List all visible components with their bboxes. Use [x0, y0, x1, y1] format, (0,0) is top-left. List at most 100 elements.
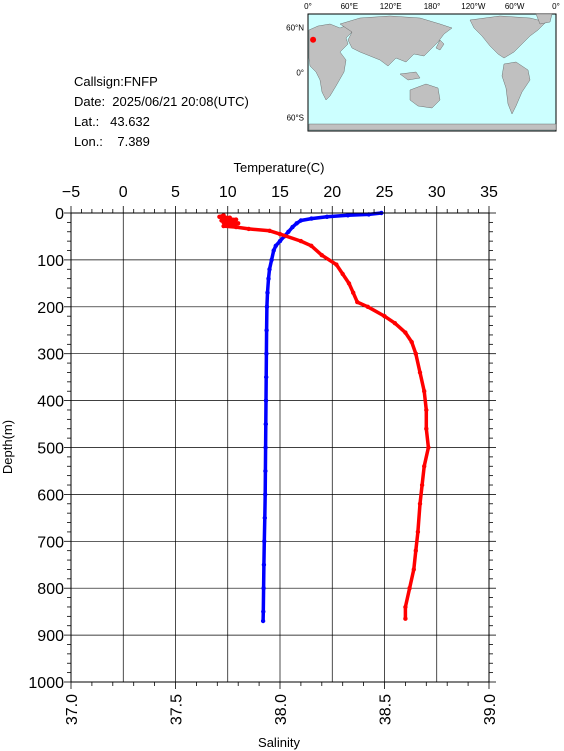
salinity-tick-label: 37.0: [64, 694, 81, 725]
series-0-point: [271, 248, 276, 253]
series-1-point: [277, 231, 283, 237]
salinity-tick-label: 38.5: [378, 694, 395, 725]
series-1-point: [422, 464, 427, 469]
map-lon-label: 0°: [304, 2, 312, 11]
map-lat-label: 60°N: [286, 24, 304, 33]
salinity-tick-label: 37.5: [169, 694, 186, 725]
series-1-point: [413, 548, 418, 553]
map-lat-label: 0°: [296, 69, 304, 78]
series-0-point: [298, 218, 304, 223]
series-1-point: [225, 222, 230, 227]
series-line-0: [261, 211, 384, 623]
series-1-point: [221, 220, 226, 225]
series-0-point: [345, 213, 351, 218]
series-0-point: [267, 267, 272, 272]
depth-tick-label: 200: [37, 300, 64, 317]
series-1-point: [365, 304, 370, 309]
series-1-point: [267, 228, 272, 233]
series-1-point: [221, 223, 226, 229]
temperature-tick-label: 10: [219, 184, 237, 201]
series-1-point: [223, 216, 228, 221]
series-0-point: [264, 304, 270, 309]
series-1-point: [417, 501, 423, 506]
temperature-tick-label: 30: [428, 184, 446, 201]
temperature-tick-label: 0: [119, 184, 128, 201]
salinity-tick-label: 39.0: [482, 694, 499, 725]
map-lon-label: 120°W: [461, 2, 486, 11]
series-1-point: [217, 214, 222, 219]
series-1-point: [424, 407, 429, 413]
series-1-point: [221, 213, 226, 218]
series-0-point: [261, 609, 266, 614]
map-lon-label: 60°W: [505, 2, 525, 11]
temperature-tick-label: 5: [171, 184, 180, 201]
series-0-point: [277, 238, 283, 244]
series-1-point: [409, 339, 414, 345]
depth-axis-label: Depth(m): [0, 420, 15, 474]
series-1-point: [403, 330, 408, 335]
series-0-point: [263, 492, 268, 497]
location-marker: [310, 36, 317, 43]
series-0-point: [290, 224, 295, 230]
series-1-point: [334, 262, 339, 267]
series-line-1: [217, 213, 431, 621]
map-lon-label: 60°E: [341, 2, 358, 11]
series-0-point: [264, 328, 269, 333]
series-0-point: [262, 515, 267, 521]
data-series: [217, 210, 431, 624]
depth-tick-label: 100: [37, 253, 64, 270]
map-lat-label: 60°S: [287, 114, 304, 123]
temperature-tick-label: 15: [271, 184, 289, 201]
map-lon-label: 180°: [424, 2, 441, 11]
location-map: 0° 60°E 120°E 180° 120°W 60°W 0° 60°N 0° 60°S: [286, 2, 560, 132]
series-0-point: [261, 562, 267, 567]
series-0-point: [261, 586, 266, 591]
latitude-text: Lat.: 43.632: [74, 114, 150, 129]
salinity-axis-label: Salinity: [258, 735, 300, 750]
series-1-point: [422, 389, 427, 394]
map-lon-label: 0°: [552, 2, 560, 11]
series-0-point: [273, 243, 278, 248]
series-0-point: [263, 421, 268, 427]
series-1-point: [233, 224, 239, 230]
map-land: [308, 13, 557, 131]
series-1-point: [309, 243, 314, 248]
series-1-point: [340, 271, 345, 277]
salinity-tick-labels: 37.0 37.5 38.0 38.5 39.0: [64, 694, 499, 725]
series-1-point: [424, 426, 429, 431]
series-1-point: [403, 616, 408, 621]
series-1-point: [403, 604, 408, 610]
series-0-point: [264, 351, 269, 356]
depth-tick-label: 400: [37, 394, 64, 411]
temperature-tick-label: 20: [323, 184, 341, 201]
series-1-point: [229, 219, 235, 224]
depth-tick-label: 600: [37, 487, 64, 504]
depth-tick-labels: 0 100 200 300 400 500 600 700 800 900 1000: [28, 206, 64, 692]
series-1-point: [407, 586, 412, 591]
series-1-point: [227, 215, 232, 220]
series-1-point: [411, 567, 416, 572]
depth-tick-label: 0: [55, 206, 64, 223]
date-text: Date: 2025/06/21 20:08(UTC): [74, 94, 249, 109]
depth-tick-label: 1000: [28, 675, 64, 692]
series-0-point: [263, 398, 269, 403]
series-1-point: [246, 226, 251, 232]
series-1-point: [346, 281, 352, 286]
axis-ticks: [64, 206, 496, 689]
series-0-point: [309, 216, 314, 221]
series-1-point: [426, 445, 431, 450]
series-0-point: [263, 445, 268, 450]
series-1-point: [319, 253, 324, 258]
series-1-point: [355, 299, 360, 305]
series-0-point: [263, 468, 268, 474]
salinity-tick-label: 38.0: [273, 694, 290, 725]
series-0-point: [269, 257, 274, 263]
temperature-tick-label: −5: [62, 184, 80, 201]
temperature-axis-label: Temperature(C): [233, 160, 324, 175]
series-1-point: [419, 482, 425, 488]
series-1-point: [233, 217, 239, 222]
series-1-point: [298, 238, 304, 244]
series-0-point: [294, 221, 299, 226]
station-info: Callsign:FNFP Date: 2025/06/21 20:08(UTC…: [74, 72, 249, 152]
